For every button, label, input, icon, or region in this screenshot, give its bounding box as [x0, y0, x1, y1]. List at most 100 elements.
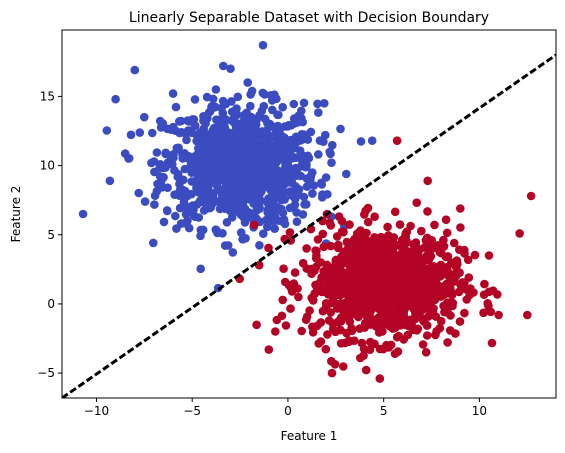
data-point — [134, 188, 143, 198]
data-point — [440, 307, 449, 317]
data-point — [402, 236, 411, 246]
data-point — [227, 207, 237, 217]
x-tick-label: 10 — [472, 404, 487, 418]
data-point — [342, 169, 351, 179]
data-point — [316, 337, 326, 346]
data-point — [376, 232, 386, 242]
data-point — [441, 252, 451, 262]
data-point — [321, 344, 331, 354]
data-point — [523, 310, 532, 320]
data-point — [284, 120, 294, 130]
data-point — [317, 287, 327, 297]
x-tick-label: −10 — [84, 404, 109, 418]
data-point — [370, 212, 380, 221]
data-point — [447, 298, 457, 307]
data-point — [221, 142, 231, 151]
data-point — [445, 284, 455, 293]
data-point — [292, 208, 301, 217]
data-point — [389, 233, 399, 242]
data-point — [308, 189, 317, 198]
data-point — [379, 254, 389, 264]
data-point — [422, 304, 432, 313]
data-point — [203, 187, 212, 196]
data-point — [176, 219, 186, 228]
data-point — [270, 224, 280, 233]
data-point — [515, 229, 524, 238]
data-point — [298, 258, 308, 268]
data-point — [171, 102, 181, 112]
data-point — [369, 263, 379, 273]
data-point — [174, 143, 183, 153]
data-point — [243, 192, 253, 201]
data-point — [360, 274, 369, 284]
data-point — [311, 246, 320, 255]
data-point — [423, 207, 432, 216]
data-point — [363, 217, 373, 227]
data-point — [126, 130, 136, 140]
data-point — [480, 279, 489, 289]
data-point — [302, 162, 311, 172]
data-point — [366, 337, 375, 347]
data-point — [274, 167, 283, 177]
data-point — [289, 99, 299, 109]
data-point — [227, 107, 237, 117]
data-point — [321, 173, 331, 182]
data-point — [430, 295, 440, 305]
data-point — [198, 225, 208, 235]
data-point — [323, 265, 333, 275]
data-point — [263, 118, 272, 128]
data-point — [220, 157, 230, 167]
data-point — [155, 116, 165, 126]
data-point — [304, 153, 314, 163]
data-point — [479, 290, 489, 300]
data-point — [214, 135, 224, 144]
data-point — [285, 154, 294, 164]
data-point — [236, 210, 246, 220]
data-point — [326, 149, 335, 159]
data-point — [344, 260, 354, 270]
data-point — [262, 198, 272, 207]
data-point — [218, 129, 228, 138]
data-point — [423, 277, 432, 286]
data-point — [149, 157, 159, 166]
data-point — [271, 134, 280, 143]
data-point — [336, 124, 345, 134]
data-point — [254, 260, 264, 270]
data-point — [219, 61, 228, 71]
y-axis-ticks: −5 0 5 10 15 — [37, 89, 62, 380]
data-point — [279, 264, 288, 274]
data-point — [321, 130, 330, 140]
data-point — [372, 243, 382, 252]
data-point — [258, 183, 268, 193]
data-point — [324, 277, 333, 287]
data-point — [253, 162, 263, 172]
data-point — [424, 312, 433, 321]
data-point — [375, 314, 385, 323]
data-point — [362, 254, 372, 264]
data-point — [396, 283, 406, 293]
data-point — [187, 189, 196, 199]
data-point — [279, 178, 289, 188]
data-point — [161, 163, 170, 172]
data-point — [180, 149, 189, 158]
data-point — [218, 96, 228, 106]
data-point — [327, 368, 337, 378]
data-point — [314, 108, 323, 117]
data-point — [417, 226, 426, 236]
data-point — [228, 175, 237, 184]
data-point — [288, 188, 297, 198]
data-point — [240, 114, 249, 124]
data-point — [240, 130, 249, 139]
data-point — [328, 140, 337, 150]
data-point — [267, 96, 277, 105]
data-point — [470, 250, 480, 260]
data-point — [311, 262, 321, 272]
data-point — [102, 126, 112, 135]
data-point — [187, 128, 197, 138]
x-tick-label: −5 — [183, 404, 201, 418]
data-point — [487, 338, 497, 348]
data-point — [526, 191, 536, 201]
data-point — [488, 286, 498, 296]
series-0 — [78, 40, 377, 293]
data-point — [390, 349, 400, 359]
